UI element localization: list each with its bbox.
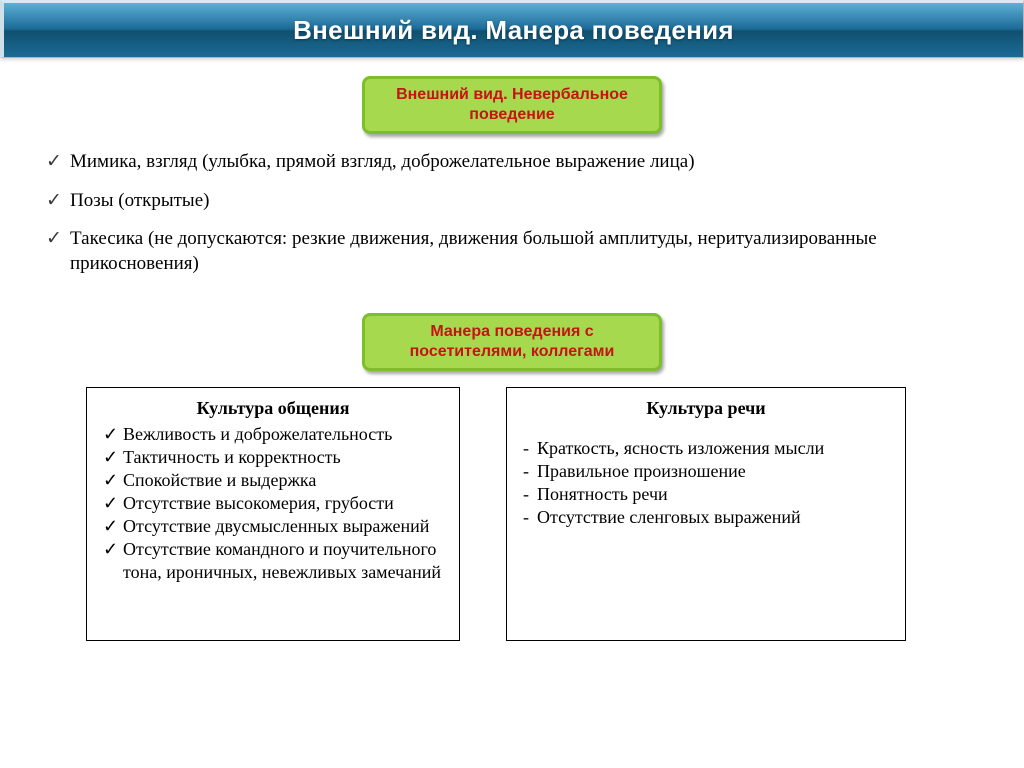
list-item: ✓Вежливость и доброжелательность — [103, 423, 443, 446]
list-item: ✓Отсутствие двусмысленных выражений — [103, 515, 443, 538]
list-item: -Понятность речи — [523, 483, 889, 506]
title-bar: Внешний вид. Манера поведения — [0, 0, 1024, 58]
checkmark-icon: ✓ — [46, 189, 70, 214]
list-item: -Отсутствие сленговых выражений — [523, 506, 889, 529]
dash-icon: - — [523, 437, 537, 460]
checkmark-icon: ✓ — [103, 515, 123, 538]
item-text: Понятность речи — [537, 483, 889, 506]
two-column-layout: Культура общения ✓Вежливость и доброжела… — [0, 381, 1024, 641]
checkmark-icon: ✓ — [103, 446, 123, 469]
list-item: ✓Отсутствие командного и поучительного т… — [103, 538, 443, 584]
checkmark-icon: ✓ — [46, 150, 70, 175]
section-box-line1: Манера поведения с — [375, 322, 649, 342]
bullet-text: Такесика (не допускаются: резкие движени… — [70, 227, 978, 276]
list-item: -Правильное произношение — [523, 460, 889, 483]
section-box-manner: Манера поведения с посетителями, коллега… — [362, 313, 662, 371]
right-panel-title: Культура речи — [523, 398, 889, 419]
item-text: Вежливость и доброжелательность — [123, 423, 443, 446]
right-panel: Культура речи -Краткость, ясность изложе… — [506, 387, 906, 641]
list-item: ✓Отсутствие высокомерия, грубости — [103, 492, 443, 515]
checkmark-icon: ✓ — [103, 423, 123, 446]
list-item: -Краткость, ясность изложения мысли — [523, 437, 889, 460]
left-panel-list: ✓Вежливость и доброжелательность ✓Тактич… — [103, 423, 443, 584]
bullet-text: Позы (открытые) — [70, 189, 978, 214]
item-text: Отсутствие двусмысленных выражений — [123, 515, 443, 538]
item-text: Отсутствие сленговых выражений — [537, 506, 889, 529]
checkmark-icon: ✓ — [46, 227, 70, 252]
checkmark-icon: ✓ — [103, 538, 123, 584]
item-text: Отсутствие командного и поучительного то… — [123, 538, 443, 584]
dash-icon: - — [523, 460, 537, 483]
bullet-text: Мимика, взгляд (улыбка, прямой взгляд, д… — [70, 150, 978, 175]
list-item: ✓Тактичность и корректность — [103, 446, 443, 469]
item-text: Отсутствие высокомерия, грубости — [123, 492, 443, 515]
right-panel-list: -Краткость, ясность изложения мысли -Пра… — [523, 437, 889, 529]
item-text: Спокойствие и выдержка — [123, 469, 443, 492]
checkmark-icon: ✓ — [103, 469, 123, 492]
section-box-line2: поведение — [375, 105, 649, 125]
nonverbal-bullet-list: ✓ Мимика, взгляд (улыбка, прямой взгляд,… — [0, 144, 1024, 295]
list-item: ✓Спокойствие и выдержка — [103, 469, 443, 492]
list-item: ✓ Мимика, взгляд (улыбка, прямой взгляд,… — [46, 150, 978, 175]
left-panel: Культура общения ✓Вежливость и доброжела… — [86, 387, 460, 641]
section-box-line1: Внешний вид. Невербальное — [375, 85, 649, 105]
section-box-nonverbal: Внешний вид. Невербальное поведение — [362, 76, 662, 134]
item-text: Тактичность и корректность — [123, 446, 443, 469]
checkmark-icon: ✓ — [103, 492, 123, 515]
slide-title: Внешний вид. Манера поведения — [293, 15, 734, 46]
dash-icon: - — [523, 483, 537, 506]
dash-icon: - — [523, 506, 537, 529]
item-text: Правильное произношение — [537, 460, 889, 483]
section-box-line2: посетителями, коллегами — [375, 342, 649, 362]
list-item: ✓ Позы (открытые) — [46, 189, 978, 214]
left-panel-title: Культура общения — [103, 398, 443, 419]
list-item: ✓ Такесика (не допускаются: резкие движе… — [46, 227, 978, 276]
item-text: Краткость, ясность изложения мысли — [537, 437, 889, 460]
